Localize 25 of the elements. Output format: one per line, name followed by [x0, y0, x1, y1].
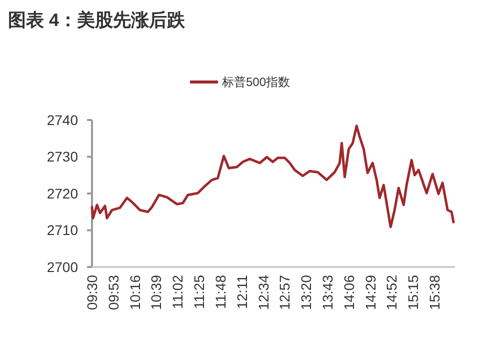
x-tick-label: 14:29 — [362, 274, 378, 310]
x-tick-label: 10:16 — [126, 274, 143, 310]
x-tick-label: 12:57 — [276, 274, 293, 310]
x-tick-label: 13:20 — [298, 274, 314, 310]
x-tick-label: 14:06 — [340, 274, 357, 310]
y-tick-label: 2740 — [46, 112, 78, 128]
x-tick-label: 10:39 — [148, 274, 164, 310]
y-tick-label: 2710 — [46, 222, 78, 238]
y-tick-label: 2700 — [46, 258, 78, 275]
x-tick-label: 15:38 — [426, 274, 443, 310]
x-tick-label: 12:34 — [255, 274, 272, 310]
x-tick-label: 11:25 — [191, 274, 208, 309]
x-tick-label: 11:48 — [212, 274, 228, 309]
x-tick-label: 14:52 — [384, 274, 400, 310]
x-tick-label: 12:11 — [234, 274, 250, 309]
x-tick-label: 09:30 — [84, 274, 100, 310]
y-tick-label: 2720 — [46, 185, 78, 202]
x-tick-label: 15:15 — [405, 274, 422, 310]
x-tick-label: 11:02 — [170, 274, 186, 309]
line-series — [90, 124, 455, 228]
x-tick-label: 09:53 — [105, 274, 122, 310]
chart-title: 图表 4：美股先涨后跌 — [8, 10, 186, 30]
y-tick-label: 2730 — [46, 148, 78, 165]
x-tick-label: 13:43 — [320, 274, 336, 310]
legend-label: 标普500指数 — [221, 75, 290, 90]
